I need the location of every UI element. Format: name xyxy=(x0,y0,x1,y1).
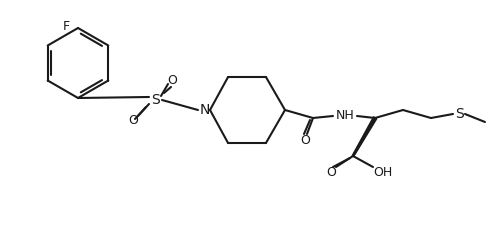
Text: S: S xyxy=(455,107,463,121)
Text: O: O xyxy=(300,134,310,147)
Text: N: N xyxy=(200,103,210,117)
Text: O: O xyxy=(326,165,336,178)
Text: O: O xyxy=(167,74,177,86)
Text: NH: NH xyxy=(336,109,354,123)
Text: O: O xyxy=(128,114,138,127)
Text: S: S xyxy=(151,93,159,107)
Text: OH: OH xyxy=(373,165,393,178)
Text: F: F xyxy=(63,20,70,34)
